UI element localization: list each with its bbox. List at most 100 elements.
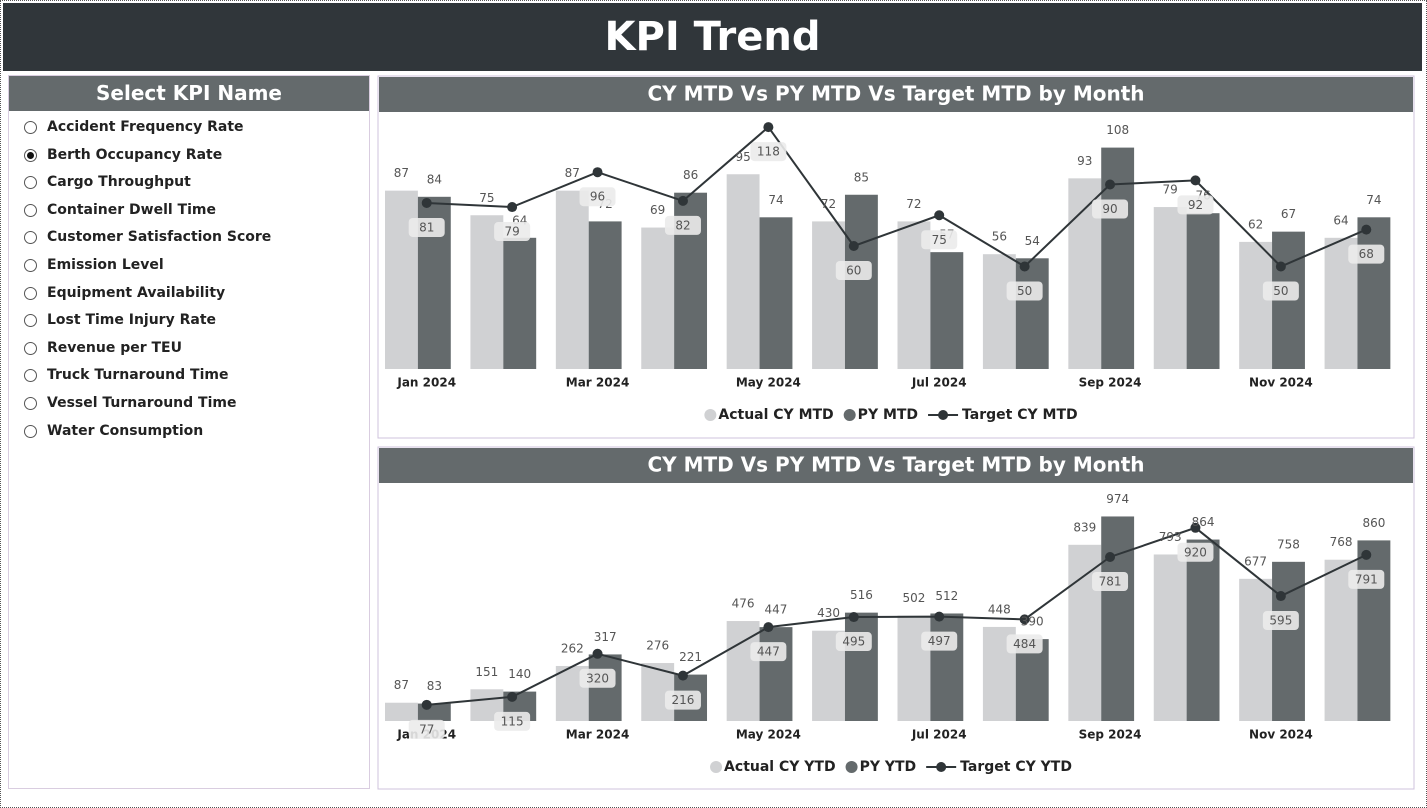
x-tick-label: Nov 2024 [1249,728,1313,742]
radio[interactable] [24,369,37,383]
data-label: 90 [1102,202,1117,216]
radio[interactable] [24,231,37,245]
slicer-item[interactable]: Vessel Turnaround Time [9,390,369,418]
line-point [1361,224,1372,235]
radio[interactable] [24,176,37,190]
data-label: 390 [1021,615,1044,629]
data-label: 50 [1017,284,1032,298]
data-label-box [750,642,787,662]
bar [930,252,964,369]
line-point [677,670,688,681]
slicer-item-label[interactable]: Water Consumption [47,422,204,439]
data-label: 476 [732,597,755,611]
legend: Actual CY YTD PY YTD Target CY YTD [710,759,1072,775]
slicer-item[interactable]: Cargo Throughput [9,169,369,197]
slicer-item-label[interactable]: Cargo Throughput [47,174,191,191]
data-label: 502 [902,591,925,605]
legend: Actual CY MTD PY MTD Target CY MTD [704,407,1078,423]
slicer-item[interactable]: Equipment Availability [9,280,369,308]
slicer-item[interactable]: Customer Satisfaction Score [9,224,369,252]
bar [1357,540,1391,721]
slicer-item-label[interactable]: Emission Level [47,256,164,273]
data-label: 64 [1333,213,1348,227]
data-label: 140 [508,667,531,681]
bar [726,621,760,721]
data-label-box [1348,244,1385,264]
data-label-box [1006,281,1043,301]
data-label: 67 [1281,207,1296,221]
radio[interactable] [24,314,37,328]
data-label: 79 [1163,183,1178,197]
data-label: 495 [842,635,865,649]
line [426,526,1367,706]
radio[interactable] [24,203,37,217]
chart-title: CY MTD Vs PY MTD Vs Target MTD by Month [647,453,1144,477]
slicer-item-label[interactable]: Container Dwell Time [47,201,216,218]
slicer-item[interactable]: Emission Level [9,252,369,280]
data-label: 96 [590,190,605,204]
line-point [1105,179,1116,190]
slicer-item-label[interactable]: Customer Satisfaction Score [47,229,272,246]
radio[interactable] [24,148,37,162]
slicer-item[interactable]: Truck Turnaround Time [9,362,369,390]
legend-marker [843,409,856,421]
bar [759,627,793,721]
legend-label: Target CY MTD [962,407,1078,423]
data-label: 87 [394,678,409,692]
bar [385,190,418,369]
slicer-item-label[interactable]: Truck Turnaround Time [47,367,229,384]
slicer-item-label[interactable]: Equipment Availability [47,284,226,301]
radio[interactable] [24,424,37,438]
slicer-item[interactable]: Berth Occupancy Rate [9,142,369,170]
data-label: 447 [757,645,780,659]
data-label-box [664,690,701,710]
line-point [421,197,432,208]
slicer-item[interactable]: Lost Time Injury Rate [9,307,369,335]
slicer-item-label[interactable]: Accident Frequency Rate [47,119,244,135]
data-label: 974 [1106,492,1129,506]
slicer-item[interactable]: Water Consumption [9,418,369,446]
radio[interactable] [24,121,37,134]
legend-label: Target CY YTD [960,759,1072,775]
bar [385,702,418,721]
slicer-item-label[interactable]: Revenue per TEU [47,339,182,356]
bar [1153,207,1187,369]
slicer-item[interactable]: Accident Frequency Rate [9,114,369,142]
data-label: 864 [1192,515,1215,529]
bar [1357,217,1391,369]
data-label-box [1262,611,1299,631]
legend-label: PY MTD [858,407,918,423]
data-label: 60 [846,264,861,278]
bar [930,613,964,721]
data-label: 497 [928,634,951,648]
data-label: 516 [850,588,873,602]
radio[interactable] [24,341,37,355]
slicer-title: Select KPI Name [9,76,369,111]
line-point [1190,175,1201,186]
data-label: 95 [735,150,750,164]
legend-marker [710,761,723,773]
slicer-item-label[interactable]: Vessel Turnaround Time [47,394,237,411]
line-point [848,612,859,623]
x-tick-label: May 2024 [736,376,801,390]
data-label: 262 [561,641,584,655]
slicer-item[interactable]: Container Dwell Time [9,197,369,225]
data-label: 68 [1359,247,1374,261]
slicer: Select KPI Name Accident Frequency Rate B… [8,75,370,789]
data-label-box [494,222,531,242]
radio[interactable] [24,258,37,272]
data-label: 62 [1248,217,1263,231]
slicer-item-label[interactable]: Berth Occupancy Rate [47,146,223,163]
slicer-item-label[interactable]: Lost Time Injury Rate [47,312,217,329]
x-tick-label: Jul 2024 [911,728,967,742]
data-label: 92 [1188,198,1203,212]
data-label: 75 [932,233,947,247]
data-label-box [408,719,445,739]
data-label: 839 [1073,520,1096,534]
radio[interactable] [24,286,37,300]
x-tick-label: Sep 2024 [1079,728,1142,742]
bar [982,254,1016,369]
radio[interactable] [24,396,37,410]
header-title: KPI Trend [3,3,1422,71]
slicer-item[interactable]: Revenue per TEU [9,335,369,363]
